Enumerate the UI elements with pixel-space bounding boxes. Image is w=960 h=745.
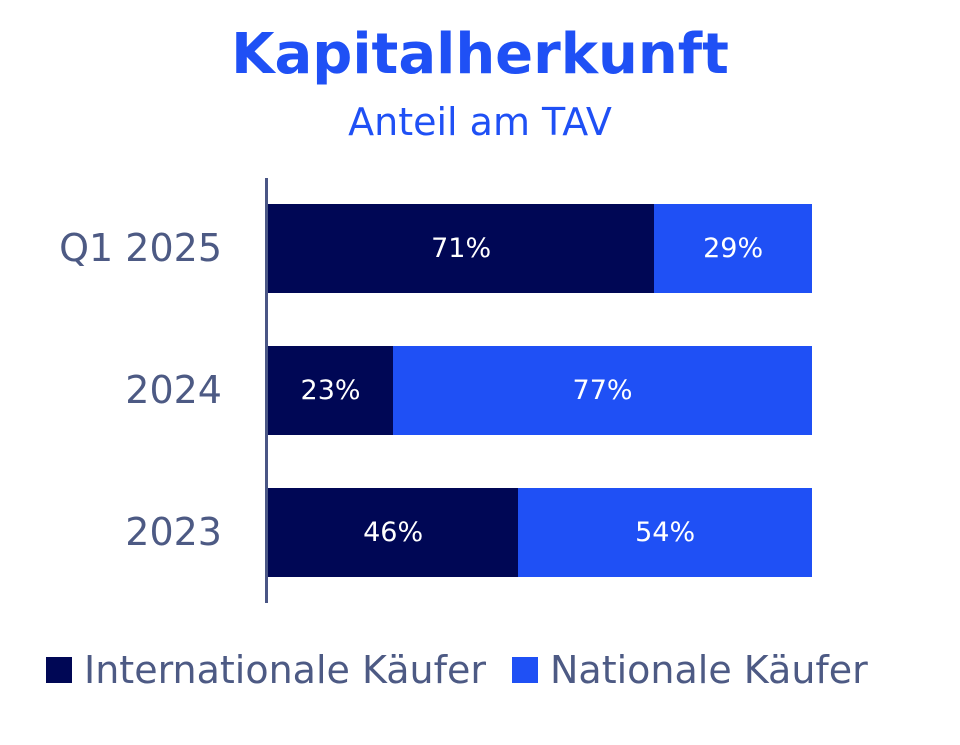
chart-subtitle: Anteil am TAV	[348, 100, 612, 144]
bar-segment-national: 54%	[518, 488, 812, 577]
legend: Internationale Käufer Nationale Käufer	[46, 648, 894, 692]
bar-value-label: 46%	[363, 517, 424, 548]
y-axis-line	[265, 178, 268, 603]
bar-value-label: 77%	[572, 375, 633, 406]
legend-label: Internationale Käufer	[84, 648, 486, 692]
bar-value-label: 54%	[635, 517, 696, 548]
bar-row-2023: 46% 54%	[268, 488, 812, 577]
legend-swatch-international	[46, 657, 72, 683]
chart-title: Kapitalherkunft	[231, 22, 729, 87]
bar-segment-national: 77%	[393, 346, 812, 435]
legend-item-national: Nationale Käufer	[512, 648, 868, 692]
bar-segment-international: 23%	[268, 346, 394, 435]
category-label-2024: 2024	[125, 368, 222, 412]
legend-swatch-national	[512, 657, 538, 683]
bar-row-q1-2025: 71% 29%	[268, 204, 812, 293]
bar-value-label: 71%	[431, 233, 492, 264]
bar-value-label: 29%	[703, 233, 764, 264]
legend-item-international: Internationale Käufer	[46, 648, 486, 692]
bar-row-2024: 23% 77%	[268, 346, 812, 435]
bar-value-label: 23%	[300, 375, 361, 406]
bar-segment-international: 46%	[268, 488, 519, 577]
bar-segment-international: 71%	[268, 204, 655, 293]
category-label-q1-2025: Q1 2025	[59, 226, 222, 270]
category-label-2023: 2023	[125, 510, 222, 554]
legend-label: Nationale Käufer	[550, 648, 868, 692]
bar-segment-national: 29%	[654, 204, 812, 293]
